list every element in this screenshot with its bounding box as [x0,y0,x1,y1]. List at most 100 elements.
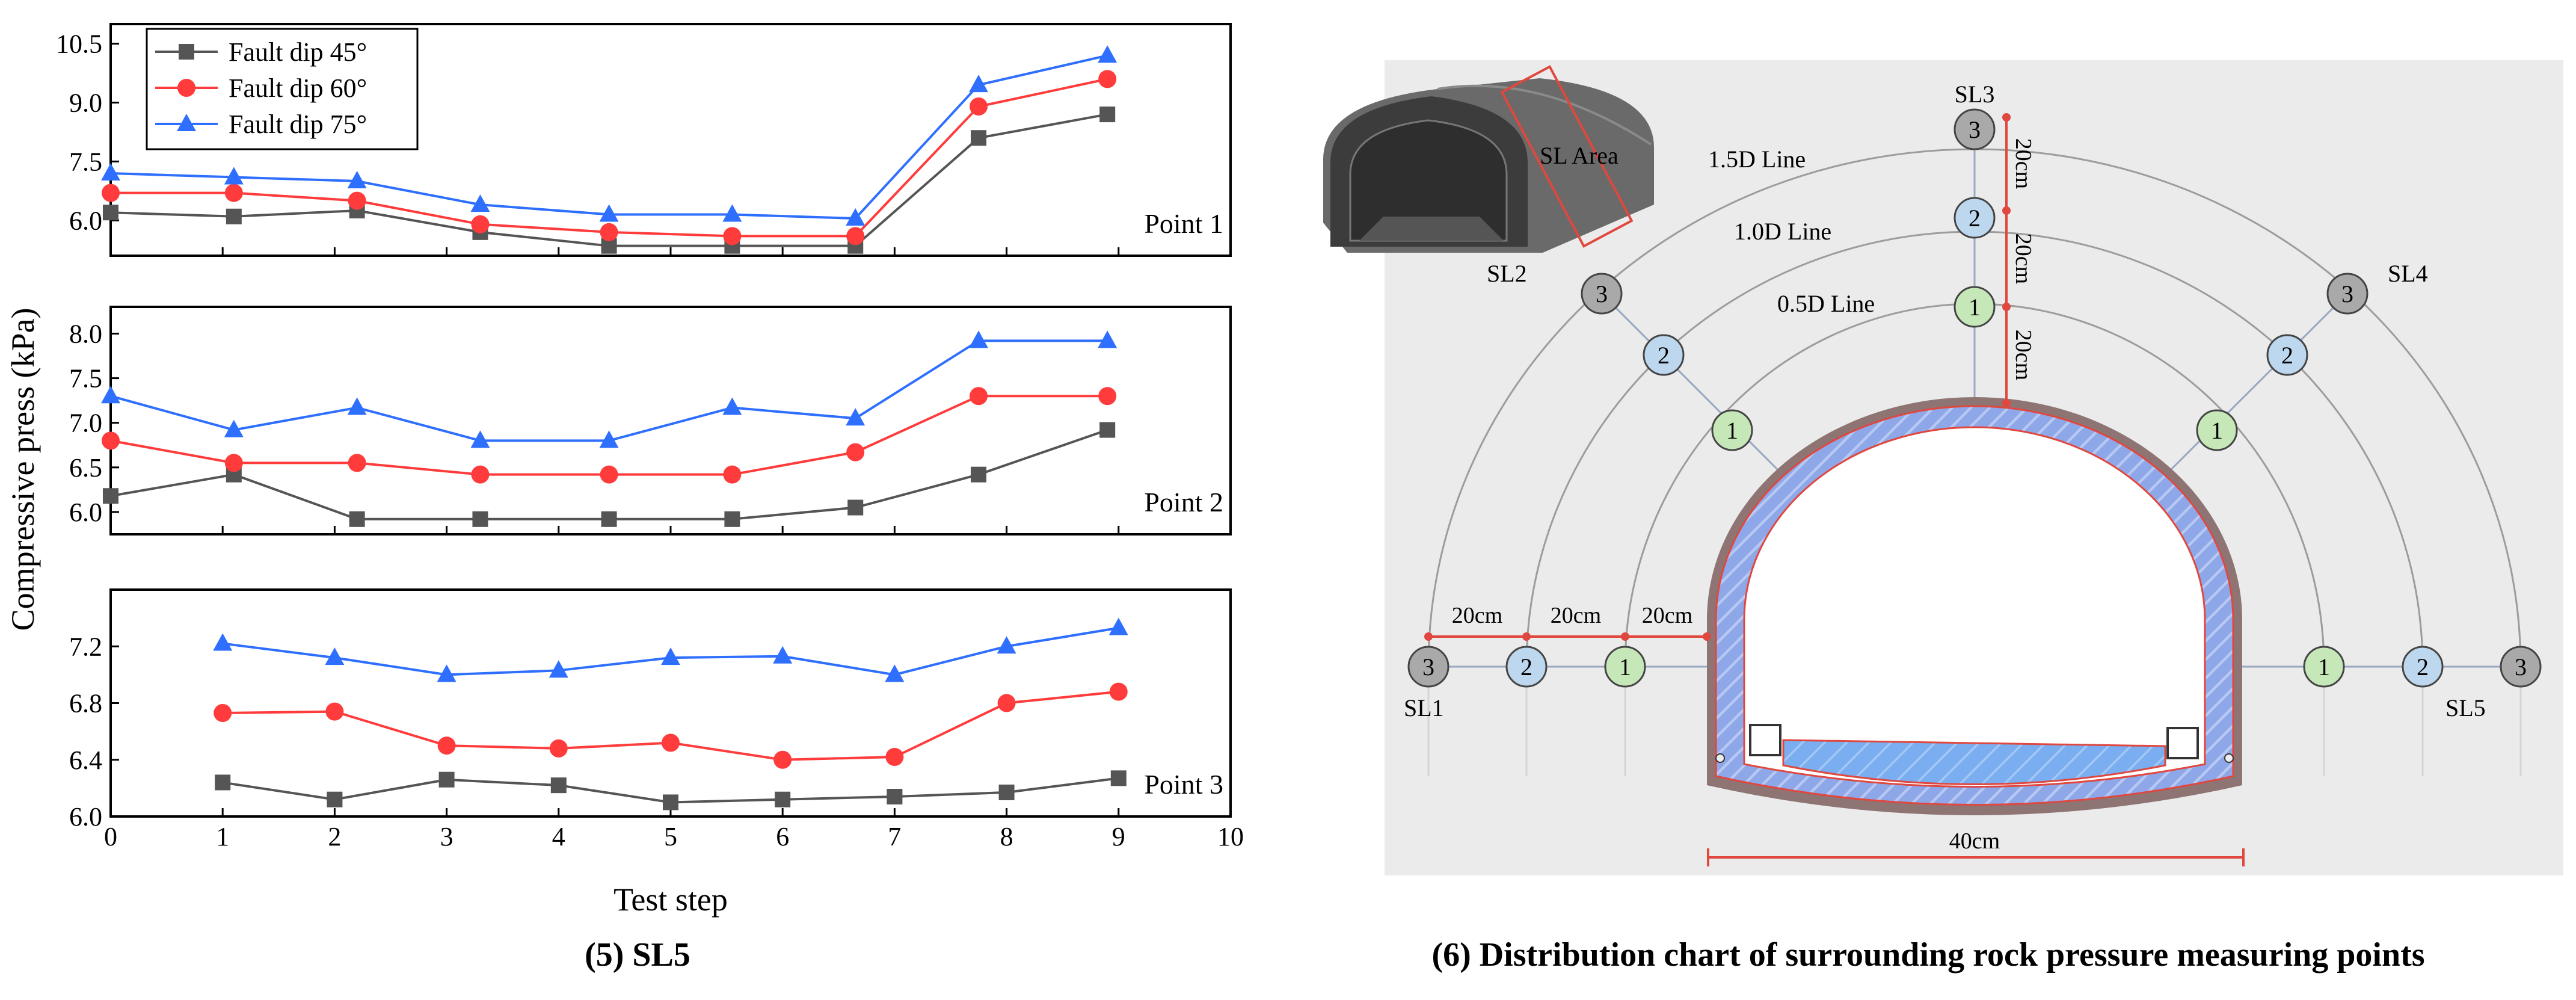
data-point [438,771,455,788]
y-tick-label: 6.0 [69,802,102,832]
data-point [723,227,742,245]
y-tick-label: 9.0 [69,88,102,118]
sl-area-box [1500,65,1634,248]
series-circle [102,387,1117,484]
data-point [347,397,367,415]
data-point [549,739,568,758]
point-number: 1 [2211,417,2223,444]
sl2-label: SL2 [1487,260,1527,287]
survey-line-labels: SL1 SL2 SL3 SL4 SL5 [1404,81,2486,721]
data-point [348,454,366,472]
data-point [224,167,244,185]
x-tick-label: 8 [1000,822,1013,851]
data-point [1099,106,1116,123]
dimension-labels: 20cm 20cm 20cm 20cm 20cm 20cm 40cm [1452,138,2036,854]
point-marker [1954,197,1996,239]
point-marker [2402,646,2444,688]
point-number: 1 [2318,653,2330,681]
point-number: 2 [1969,205,1981,232]
line-label-0-5d: 0.5D Line [1777,290,1875,317]
y-tick-label: 7.5 [69,364,102,394]
point-sl5-2: 2 [2402,646,2444,688]
survey-line-sl4 [2158,292,2349,483]
y-tick-label: 10.5 [56,29,102,59]
data-point [773,750,792,769]
sl5-label: SL5 [2445,694,2486,721]
data-point [224,419,244,437]
x-tick-label: 4 [552,822,565,851]
y-tick-label: 6.4 [69,745,102,775]
data-point [600,223,618,241]
data-point [846,227,865,245]
data-point [885,748,904,767]
spacing-label-v2: 20cm [2011,233,2036,284]
line-labels: 1.5D Line 1.0D Line 0.5D Line [1708,146,1875,317]
series-circle [102,70,1117,245]
series-square [103,422,1116,527]
point-number: 3 [2341,280,2353,307]
tunnel-model-3d: SL Area [1323,65,1654,253]
point-sl4-3: 3 [2326,273,2369,315]
point-marker [2500,646,2542,688]
data-point [724,511,740,527]
x-tick-label: 1 [216,822,229,851]
point-number: 2 [2417,653,2429,681]
data-point [971,466,987,483]
data-point [226,208,242,224]
data-point [470,194,490,212]
data-point [970,387,988,406]
legend: Fault dip 45° Fault dip 60° Fault dip 75° [146,28,419,150]
x-tick-label: 9 [1112,822,1125,851]
x-tick-label: 3 [440,822,453,851]
data-point [1109,682,1128,701]
series-triangle [213,617,1128,682]
spacing-label-h2: 20cm [1551,603,1601,628]
data-point [437,736,456,755]
data-point [1098,45,1117,63]
data-point [1099,422,1116,438]
series-triangle [101,330,1117,448]
series-square [215,770,1127,810]
data-point [599,430,619,448]
data-point [224,454,243,472]
point-sl1-3: 3 [1407,646,1449,688]
point-number: 3 [1596,280,1608,307]
data-point [471,465,490,484]
data-point [885,664,905,682]
point-marker [1407,646,1449,688]
data-point [969,330,989,348]
point-sl3-3: 3 [1954,108,1996,150]
panel-label: Point 3 [1144,769,1223,800]
legend-entry: Fault dip 75° [155,110,367,139]
y-tick-label: 7.0 [69,409,102,438]
point-marker [2266,334,2308,376]
tunnel-floor-water [1782,739,2166,785]
panel-point-2: 6.0 6.5 7.0 7.5 8.0 Point 2 [69,306,1232,535]
y-tick-label: 8.0 [69,319,102,348]
y-axis-title: Compressive press (kPa) [5,308,41,631]
data-point [1108,617,1128,635]
point-marker [2326,273,2369,315]
line-label-1-5d: 1.5D Line [1708,146,1806,173]
spacing-label-h3: 20cm [1642,603,1692,628]
point-marker [2196,409,2238,451]
data-point [349,511,365,527]
data-point [325,702,344,721]
y-tick-label: 6.5 [69,453,102,483]
tunnel-cross-section [1707,397,2242,815]
data-point [601,511,617,527]
point-sl1-2: 2 [1505,646,1548,688]
point-sl2-1: 1 [1711,409,1753,451]
dimension-lines [1424,113,2245,866]
data-point [847,499,864,516]
drain-left [1749,724,1781,756]
measuring-point-diagram: SL Area 20cm [1323,60,2563,875]
point-sl5-1: 1 [2303,646,2345,688]
drain-right [2166,727,2199,759]
data-point [214,703,232,722]
data-point [347,171,367,189]
data-point [549,660,568,678]
x-axis-title: Test step [613,881,728,918]
legend-entry: Fault dip 45° [155,37,367,67]
